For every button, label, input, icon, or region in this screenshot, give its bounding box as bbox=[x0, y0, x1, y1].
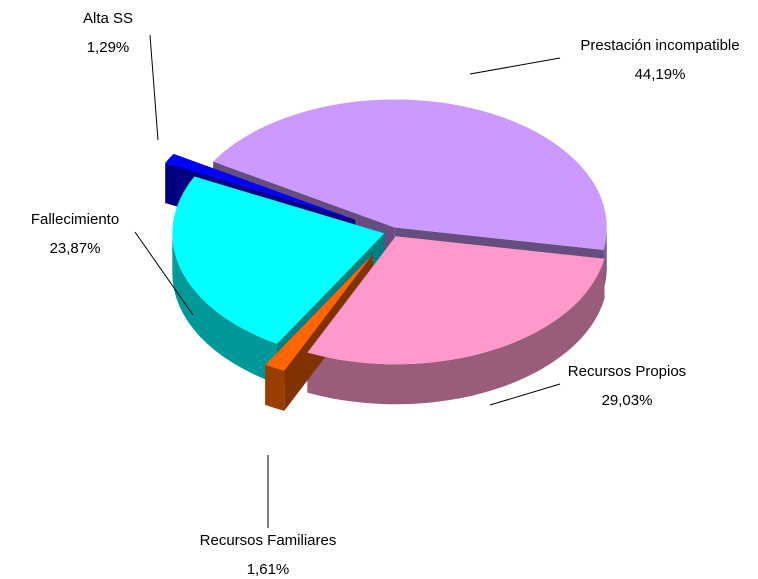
slice-top bbox=[165, 153, 356, 220]
value-label: 1,61% bbox=[247, 561, 290, 578]
value-label: 23,87% bbox=[50, 240, 101, 257]
slice-wall bbox=[265, 364, 285, 411]
category-label: Fallecimiento bbox=[31, 211, 119, 228]
leader-line bbox=[489, 383, 561, 406]
value-label: 29,03% bbox=[602, 392, 653, 409]
slice-wall bbox=[172, 233, 278, 384]
slice-side bbox=[265, 254, 373, 405]
value-label: 44,19% bbox=[635, 66, 686, 83]
category-label: Prestación incompatible bbox=[580, 37, 739, 54]
category-label: Recursos Propios bbox=[568, 363, 686, 380]
leader-line bbox=[469, 57, 561, 75]
value-label: 1,29% bbox=[87, 39, 130, 56]
category-label: Recursos Familiares bbox=[200, 532, 337, 549]
slice-top bbox=[213, 99, 607, 250]
slice-top bbox=[265, 254, 373, 371]
slice-wall bbox=[307, 258, 605, 405]
slice-top bbox=[307, 236, 605, 365]
leader-line bbox=[134, 231, 194, 316]
leader-line bbox=[149, 34, 159, 141]
slice-top bbox=[172, 176, 385, 344]
category-label: Alta SS bbox=[83, 10, 133, 27]
